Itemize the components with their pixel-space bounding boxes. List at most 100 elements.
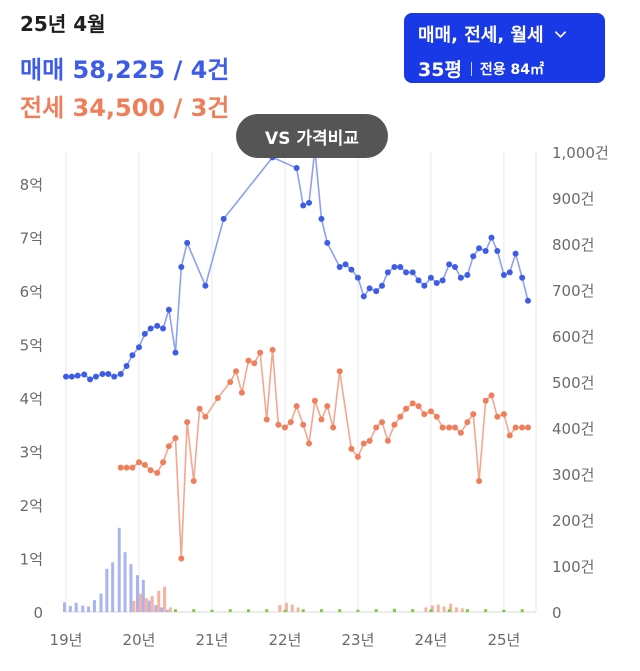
data-point-jeonse	[287, 419, 294, 426]
volume-bar-jeonse	[150, 595, 154, 612]
volume-bar-rent	[484, 609, 488, 612]
data-point-jeonse	[384, 437, 391, 444]
data-point-sale	[457, 274, 464, 281]
data-point-jeonse	[160, 459, 167, 466]
data-point-jeonse	[123, 464, 130, 471]
data-point-jeonse	[373, 424, 380, 431]
volume-bar-rent	[429, 609, 433, 612]
data-point-jeonse	[311, 397, 318, 404]
data-point-sale	[202, 282, 209, 289]
data-point-jeonse	[135, 459, 142, 466]
pyeong-size-label: 35평	[418, 59, 462, 81]
y-right-tick-label: 900건	[552, 190, 594, 208]
data-point-jeonse	[482, 397, 489, 404]
data-point-jeonse	[439, 424, 446, 431]
data-point-sale	[220, 215, 227, 222]
volume-bar-jeonse	[430, 605, 434, 612]
exclusive-area-label: 전용 84㎡	[479, 61, 545, 78]
data-point-sale	[154, 322, 161, 329]
data-point-sale	[160, 325, 167, 332]
data-point-jeonse	[275, 421, 282, 428]
x-tick-label: 23년	[341, 631, 374, 649]
data-point-sale	[318, 215, 325, 222]
data-point-jeonse	[233, 368, 240, 375]
data-point-jeonse	[457, 429, 464, 436]
data-point-jeonse	[366, 437, 373, 444]
data-point-jeonse	[403, 405, 410, 412]
data-point-sale	[111, 373, 118, 380]
data-point-jeonse	[318, 416, 325, 423]
volume-bar-sale	[111, 562, 115, 612]
data-point-sale	[63, 373, 69, 380]
y-right-tick-label: 400건	[552, 420, 594, 438]
data-point-jeonse	[293, 403, 300, 410]
data-point-jeonse	[117, 464, 124, 471]
volume-bar-rent	[447, 609, 451, 612]
data-point-jeonse	[269, 346, 276, 353]
data-point-sale	[403, 269, 410, 276]
vs-compare-button[interactable]: VS 가격비교	[236, 114, 388, 158]
volume-bar-sale	[141, 579, 145, 612]
data-point-jeonse	[336, 368, 343, 375]
volume-bar-rent	[338, 609, 342, 612]
y-left-tick-label: 2억	[20, 497, 43, 515]
data-point-sale	[123, 362, 130, 369]
data-point-jeonse	[147, 467, 154, 474]
jeonse-summary: 전세 34,500 / 3건	[20, 94, 230, 122]
data-point-sale	[117, 370, 124, 377]
volume-bar-rent	[283, 609, 287, 612]
volume-bar-rent	[228, 609, 232, 612]
data-point-sale	[141, 330, 148, 337]
data-point-jeonse	[525, 424, 531, 431]
data-point-sale	[439, 277, 446, 284]
volume-bar-jeonse	[163, 586, 167, 612]
data-point-jeonse	[257, 349, 264, 356]
data-point-jeonse	[470, 411, 477, 418]
chevron-down-icon	[554, 30, 566, 38]
data-point-sale	[500, 272, 507, 279]
volume-bar-jeonse	[424, 607, 428, 612]
deal-type-filter-button[interactable]: 매매, 전세, 월세 35평 전용 84㎡	[404, 13, 605, 83]
volume-bar-jeonse	[138, 593, 142, 612]
data-point-sale	[165, 306, 172, 313]
y-right-tick-label: 600건	[552, 328, 594, 346]
data-point-sale	[525, 297, 531, 304]
y-left-tick-label: 8억	[20, 176, 43, 194]
volume-bar-sale	[117, 527, 121, 612]
volume-bar-sale	[92, 600, 96, 612]
period-label: 25년 4월	[20, 12, 106, 36]
y-right-tick-label: 1,000건	[552, 144, 609, 162]
volume-bar-rent	[465, 609, 469, 612]
data-point-sale	[336, 264, 343, 270]
data-point-jeonse	[506, 432, 513, 439]
data-point-sale	[306, 199, 313, 206]
volume-bar-jeonse	[290, 604, 294, 612]
data-point-sale	[379, 282, 386, 289]
deal-types-label: 매매, 전세, 월세	[418, 25, 544, 46]
y-right-tick-label: 800건	[552, 236, 594, 254]
x-tick-label: 20년	[123, 631, 156, 649]
data-point-jeonse	[391, 421, 398, 428]
data-point-sale	[147, 325, 154, 332]
data-point-sale	[81, 371, 88, 378]
data-point-jeonse	[519, 424, 526, 431]
data-point-sale	[427, 274, 434, 281]
data-point-jeonse	[214, 395, 221, 402]
data-point-jeonse	[196, 405, 203, 412]
volume-bar-jeonse	[284, 602, 288, 612]
data-point-jeonse	[476, 477, 483, 484]
data-point-sale	[366, 285, 373, 292]
data-point-sale	[512, 250, 519, 257]
volume-bar-sale	[160, 607, 164, 612]
volume-bar-rent	[210, 609, 214, 612]
data-point-sale	[172, 349, 179, 356]
series-line-sale	[66, 149, 529, 381]
volume-bar-rent	[392, 608, 396, 612]
data-point-jeonse	[409, 400, 416, 407]
data-point-sale	[87, 376, 94, 383]
data-point-sale	[300, 202, 307, 209]
data-point-sale	[324, 239, 331, 246]
data-point-sale	[178, 264, 185, 270]
volume-bar-jeonse	[132, 600, 136, 612]
